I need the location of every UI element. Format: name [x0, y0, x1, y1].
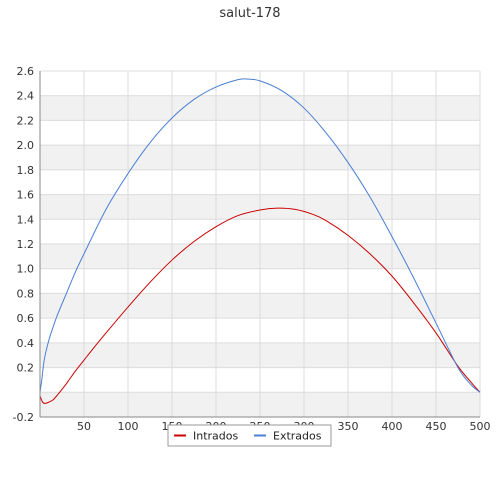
series-line-extrados: [39, 78, 481, 393]
legend: Intrados Extrados: [167, 424, 332, 447]
y-tick-label: 2.0: [17, 139, 35, 152]
y-tick-label: 2.2: [17, 114, 35, 127]
chart-title: salut-178: [219, 6, 280, 21]
y-tick-label: 1.6: [17, 189, 35, 202]
y-tick-label: 1.4: [17, 213, 35, 226]
legend-label: Extrados: [273, 430, 322, 443]
x-tick-label: 50: [77, 420, 91, 433]
y-tick-labels: -0.2 0.2 0.4 0.6 0.8 1.0 1.2 1.4 1.6 1.8 2.0 2.2 2.4…: [13, 65, 34, 424]
x-tick-label: 100: [118, 420, 139, 433]
legend-label: Intrados: [193, 430, 239, 443]
y-tick-label: 0.8: [17, 287, 35, 300]
x-tick-label: 450: [426, 420, 447, 433]
legend-item-intrados: Intrados: [174, 430, 239, 443]
legend-item-extrados: Extrados: [254, 430, 322, 443]
axes: [39, 71, 480, 418]
legend-box: [167, 424, 332, 447]
series-layer: [39, 78, 481, 404]
x-tick-label: 500: [470, 420, 491, 433]
y-tick-label: 1.0: [17, 263, 35, 276]
y-tick-label: 1.2: [17, 238, 35, 251]
x-tick-label: 350: [338, 420, 359, 433]
y-tick-label: 0.2: [17, 362, 35, 375]
y-tick-label: 2.6: [17, 65, 35, 78]
y-tick-label: 2.4: [17, 90, 35, 103]
x-tick-label: 400: [382, 420, 403, 433]
y-tick-label: 0.4: [17, 337, 35, 350]
y-tick-label: 0.6: [17, 312, 35, 325]
y-tick-label: -0.2: [13, 411, 34, 424]
y-tick-label: 1.8: [17, 164, 35, 177]
series-line-intrados: [39, 207, 481, 404]
